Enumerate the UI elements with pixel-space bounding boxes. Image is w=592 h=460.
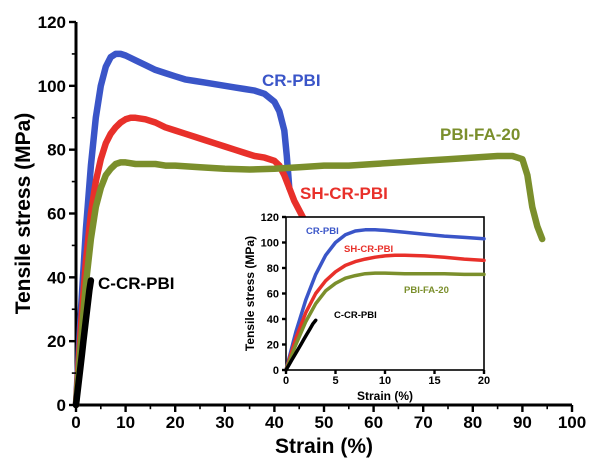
x-tick-label: 80 [463, 413, 482, 432]
x-tick-label: 0 [71, 413, 80, 432]
x-tick-label: 30 [215, 413, 234, 432]
x-tick-label: 90 [513, 413, 532, 432]
y-tick-label: 20 [267, 340, 279, 352]
y-tick-label: 60 [47, 205, 66, 224]
y-tick-label: 80 [47, 141, 66, 160]
y-tick-label: 40 [47, 268, 66, 287]
x-axis-title: Strain (%) [357, 389, 413, 403]
x-tick-label: 40 [265, 413, 284, 432]
series-line-pbi-fa-20 [284, 271, 486, 372]
y-tick-label: 100 [38, 77, 66, 96]
series-label-pbi-fa-20: PBI-FA-20 [404, 285, 449, 296]
inset-plot: 0 5 10 15 20 0 20 40 60 80 100 120 Strain (%) Tensile… [243, 212, 490, 403]
inset-frame [285, 216, 485, 371]
series-label-c-cr-pbi: C-CR-PBI [334, 310, 377, 321]
series-label-sh-cr-pbi: SH-CR-PBI [300, 184, 388, 203]
x-tick-label: 15 [428, 375, 440, 387]
series-label-pbi-fa-20: PBI-FA-20 [440, 125, 520, 144]
x-axis-title: Strain (%) [275, 435, 373, 458]
x-tick-label: 70 [414, 413, 433, 432]
series-line-pbi-fa-20 [72, 152, 546, 409]
y-tick-label: 60 [267, 289, 279, 301]
series-label-cr-pbi: CR-PBI [306, 226, 339, 237]
x-tick-label: 0 [283, 375, 289, 387]
x-tick-label: 10 [116, 413, 135, 432]
series-label-cr-pbi: CR-PBI [262, 71, 321, 90]
x-tick-label: 60 [364, 413, 383, 432]
series-line-c-cr-pbi [284, 318, 318, 372]
x-tick-label: 10 [379, 375, 391, 387]
series-label-sh-cr-pbi: SH-CR-PBI [344, 244, 393, 255]
x-tick-label: 20 [166, 413, 185, 432]
y-axis-title: Tensile stress (MPa) [243, 236, 257, 351]
y-tick-label: 120 [38, 13, 66, 32]
y-tick-label: 20 [47, 332, 66, 351]
series-label-c-cr-pbi: C-CR-PBI [98, 274, 175, 293]
x-tick-label: 50 [315, 413, 334, 432]
y-tick-label: 120 [261, 212, 279, 224]
y-tick-label: 80 [267, 263, 279, 275]
y-tick-label: 0 [273, 365, 279, 377]
x-tick-label: 100 [558, 413, 586, 432]
y-tick-label: 100 [261, 238, 279, 250]
series-line-cr-pbi [72, 50, 293, 409]
y-tick-label: 40 [267, 314, 279, 326]
y-tick-label: 0 [57, 396, 66, 415]
main-plot: 0 10 20 30 40 50 60 70 80 90 100020406080100120Str… [12, 13, 586, 458]
x-tick-label: 20 [478, 375, 490, 387]
y-axis-title: Tensile stress (MPa) [12, 113, 35, 315]
series-line-cr-pbi [284, 228, 486, 372]
series-line-sh-cr-pbi [72, 114, 308, 409]
series-line-sh-cr-pbi [284, 253, 486, 372]
x-tick-label: 5 [332, 375, 338, 387]
series-line-c-cr-pbi [72, 277, 95, 409]
